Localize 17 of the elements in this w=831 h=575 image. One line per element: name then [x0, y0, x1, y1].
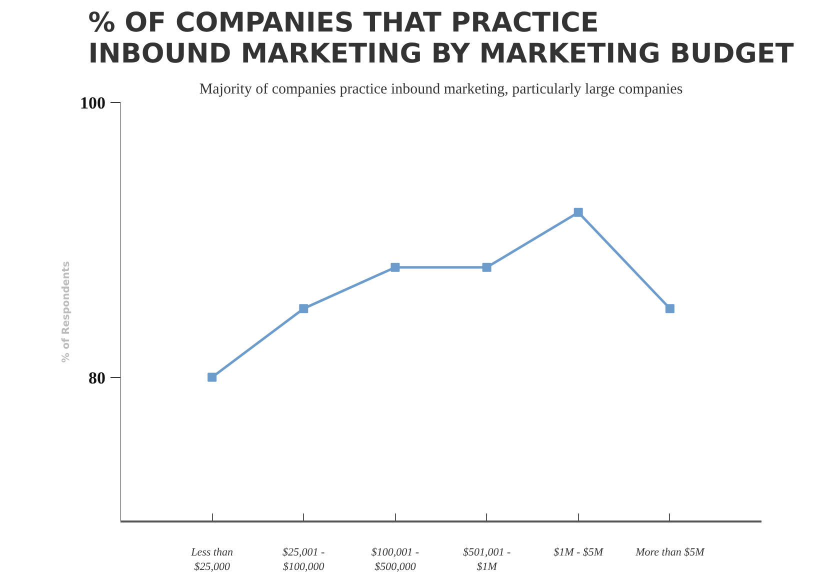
x-tick-label: $1M - $5M	[554, 546, 604, 558]
chart-subtitle: Majority of companies practice inbound marketing, particularly large companies	[199, 82, 683, 98]
y-tick-label: 80	[88, 368, 106, 388]
x-tick-label: More than $5M	[634, 546, 706, 558]
x-tick-label: $100,001 - $500,000	[371, 546, 420, 573]
point	[208, 372, 217, 382]
y-axis-title: % of Respondents	[61, 261, 72, 363]
x-tick-label: $501,001 - $1M	[462, 546, 511, 573]
x-tick-label: $25,001 - $100,000	[282, 546, 326, 573]
point	[665, 304, 674, 314]
y-tick-label: 100	[80, 94, 106, 112]
point	[574, 208, 583, 217]
x-tick-label: Less than $25,000	[190, 546, 234, 573]
point	[390, 262, 400, 272]
chart-title: % OF COMPANIES THAT PRACTICE INBOUND MARKETING BY MARKETING BUDGET	[88, 8, 794, 70]
point	[299, 304, 308, 314]
point	[482, 262, 492, 272]
